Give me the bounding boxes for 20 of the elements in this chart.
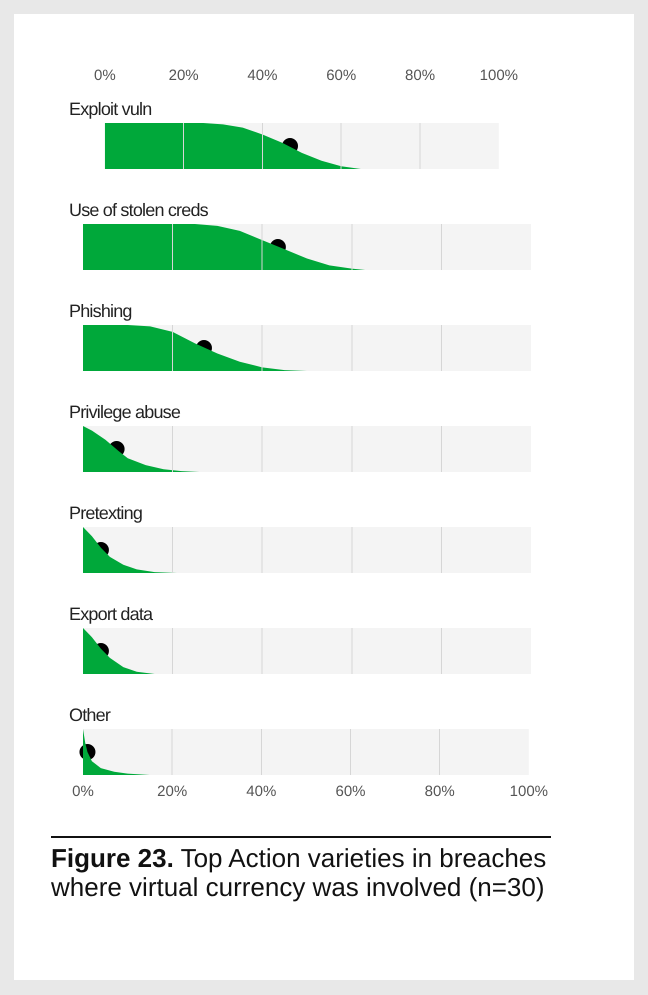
x-tick-label: 20% (168, 67, 199, 84)
x-tick-label: 40% (246, 783, 276, 800)
chart-title: Privilege abuse (69, 401, 180, 424)
x-tick-label: 20% (157, 783, 188, 800)
x-tick-label: 100% (480, 67, 518, 84)
chart-title: Phishing (69, 300, 132, 323)
chart-title: Pretexting (69, 502, 142, 525)
chart-title: Exploit vuln (69, 98, 152, 121)
chart-title: Export data (69, 603, 152, 626)
x-tick-label: 60% (326, 67, 356, 84)
x-tick-label: 100% (510, 783, 548, 800)
caption: Figure 23. Top Action varieties in breaches where virtual currency was involved (n=30) (51, 836, 551, 902)
x-tick-label: 0% (94, 67, 116, 84)
x-tick-label: 0% (72, 783, 94, 800)
x-tick-label: 80% (405, 67, 436, 84)
chart-title: Other (69, 704, 110, 727)
x-tick-label: 40% (247, 67, 278, 84)
x-tick-label: 60% (335, 783, 366, 800)
x-tick-label: 80% (424, 783, 455, 800)
chart-title: Use of stolen creds (69, 199, 208, 222)
